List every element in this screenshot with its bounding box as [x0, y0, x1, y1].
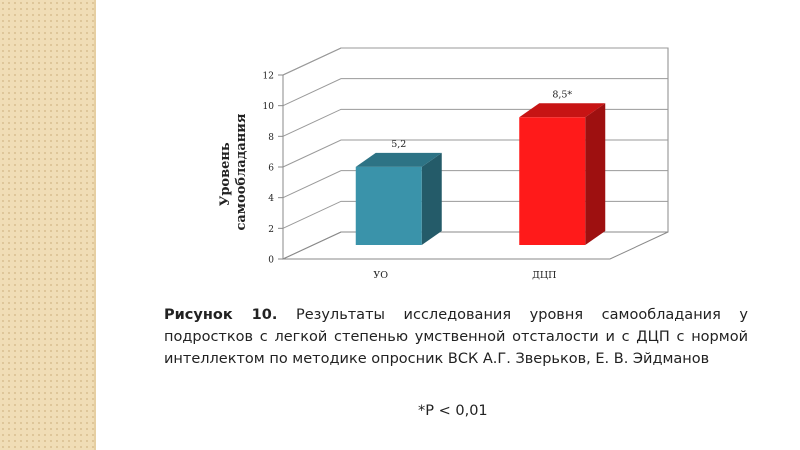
y-axis-ticks: 0 2 4 6 8 10 12: [263, 72, 284, 266]
y-axis-label-line-2: самообладания: [234, 113, 249, 230]
bar-2-top: [519, 103, 606, 118]
gridline-1: [282, 200, 668, 229]
figure-caption: Рисунок 10. Результаты исследования уров…: [164, 304, 748, 370]
chart-bars: [355, 103, 606, 245]
chart-wall-outline: [282, 47, 669, 260]
significance-note: *P < 0,01: [418, 403, 488, 419]
data-labels: 5,2 8,5*: [391, 89, 572, 150]
y-tick-label-4: 8: [268, 133, 274, 143]
gridline-6: [282, 47, 668, 76]
y-tick-label-1: 2: [268, 225, 274, 235]
bar-chart: 0 2 4 6 8 10 12 5,2 8,5* УО ДЦП Уровень самообла…: [218, 47, 669, 281]
x-axis-ticks: УО ДЦП: [373, 270, 556, 281]
chart-back-wall: [282, 47, 669, 260]
x-tick-label-1: УО: [373, 270, 388, 281]
bar-1-front: [355, 166, 422, 245]
chart-floor-outline: [282, 231, 669, 260]
bar-2-side: [585, 103, 606, 245]
gridline-5: [282, 78, 668, 107]
bar-2-front: [519, 117, 586, 245]
y-tick-label-0: 0: [268, 256, 274, 266]
caption-text: Результаты исследования уровня самооблад…: [164, 307, 748, 367]
x-tick-label-2: ДЦП: [532, 270, 556, 281]
gridline-4: [282, 108, 668, 137]
gridline-3: [282, 139, 668, 168]
data-label-2: 8,5*: [552, 89, 572, 100]
y-tick-label-2: 4: [268, 194, 274, 204]
bar-1-top: [355, 152, 442, 167]
gridline-2: [282, 170, 668, 199]
data-label-1: 5,2: [391, 139, 406, 150]
bar-2: [519, 103, 606, 245]
y-tick-label-6: 12: [263, 72, 274, 82]
bar-1: [355, 152, 442, 245]
chart-floor: [282, 231, 669, 260]
chart-gridlines: [282, 47, 668, 229]
y-tick-label-3: 6: [268, 164, 274, 174]
bar-1-side: [421, 152, 442, 245]
y-axis-label: Уровень самообладания: [218, 113, 249, 230]
decorative-side-strip: [0, 0, 96, 450]
y-tick-label-5: 10: [263, 102, 275, 112]
y-axis-label-line-1: Уровень: [218, 142, 233, 206]
caption-lead: Рисунок 10.: [164, 307, 278, 323]
